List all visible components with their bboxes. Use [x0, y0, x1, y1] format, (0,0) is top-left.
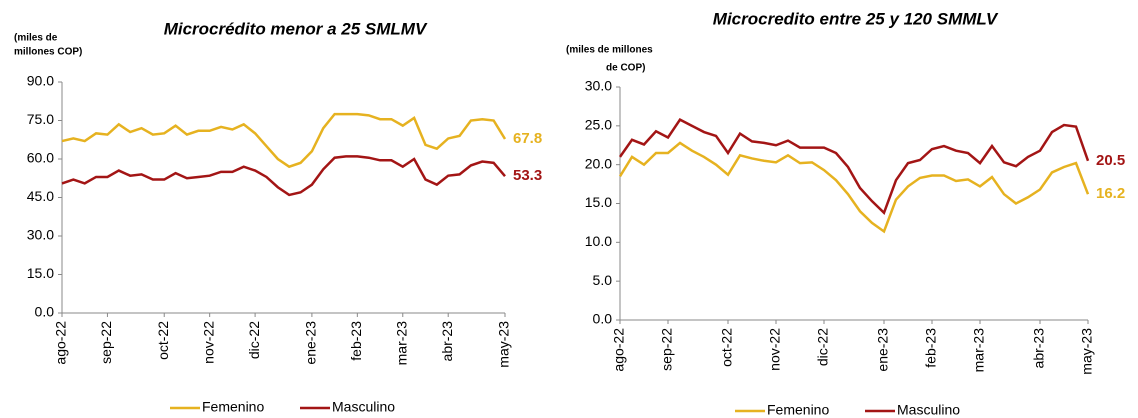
y-axis-label: (miles de millones: [566, 45, 653, 56]
y-axis-label: (miles de: [14, 33, 58, 44]
end-label: 20.5: [1096, 152, 1125, 169]
x-tick-label: sep-22: [659, 328, 675, 371]
chart-title: Microcrédito menor a 25 SMLMV: [164, 19, 428, 38]
y-tick-label: 75.0: [27, 111, 54, 127]
x-tick-label: may-23: [496, 321, 512, 368]
legend-label: Masculino: [332, 399, 395, 415]
x-tick-label: mar-23: [393, 321, 409, 366]
y-tick-label: 45.0: [27, 188, 54, 204]
y-tick-label: 10.0: [585, 233, 612, 249]
x-tick-label: ago-22: [53, 321, 69, 365]
y-tick-label: 30.0: [585, 78, 612, 94]
x-tick-label: ene-23: [875, 328, 891, 372]
x-tick-label: feb-23: [348, 321, 364, 361]
y-tick-label: 0.0: [593, 311, 613, 327]
x-tick-label: ago-22: [611, 328, 627, 372]
x-tick-label: ene-23: [303, 321, 319, 365]
end-label: 67.8: [513, 130, 542, 147]
x-tick-label: dic-22: [246, 321, 262, 359]
series-line: [61, 112, 507, 169]
end-label: 16.2: [1096, 185, 1125, 202]
x-tick-label: dic-22: [815, 328, 831, 366]
series-line: [61, 155, 506, 197]
legend-label: Femenino: [202, 399, 264, 415]
y-tick-label: 0.0: [35, 304, 55, 320]
legend-label: Masculino: [897, 402, 960, 418]
x-tick-label: nov-22: [767, 328, 783, 371]
y-tick-label: 25.0: [585, 117, 612, 133]
y-axis-label: millones COP): [14, 47, 82, 58]
x-tick-label: oct-22: [719, 328, 735, 367]
x-tick-label: mar-23: [971, 328, 987, 373]
end-label: 53.3: [513, 167, 542, 184]
x-tick-label: feb-23: [923, 328, 939, 368]
legend-label: Femenino: [767, 402, 829, 418]
x-tick-label: nov-22: [200, 321, 216, 364]
series-line: [618, 117, 1090, 216]
y-tick-label: 60.0: [27, 150, 54, 166]
y-tick-label: 30.0: [27, 227, 54, 243]
y-tick-label: 15.0: [585, 194, 612, 210]
chart-title: Microcredito entre 25 y 120 SMMLV: [713, 9, 999, 28]
x-tick-label: abr-23: [439, 321, 455, 362]
y-tick-label: 90.0: [27, 73, 54, 89]
x-tick-label: sep-22: [98, 321, 114, 364]
y-tick-label: 5.0: [593, 272, 613, 288]
series-line: [618, 141, 1090, 234]
x-tick-label: abr-23: [1031, 328, 1047, 369]
y-tick-label: 20.0: [585, 155, 612, 171]
x-tick-label: may-23: [1079, 328, 1095, 375]
y-tick-label: 15.0: [27, 265, 54, 281]
x-tick-label: oct-22: [155, 321, 171, 360]
y-axis-label: de COP): [606, 63, 645, 74]
